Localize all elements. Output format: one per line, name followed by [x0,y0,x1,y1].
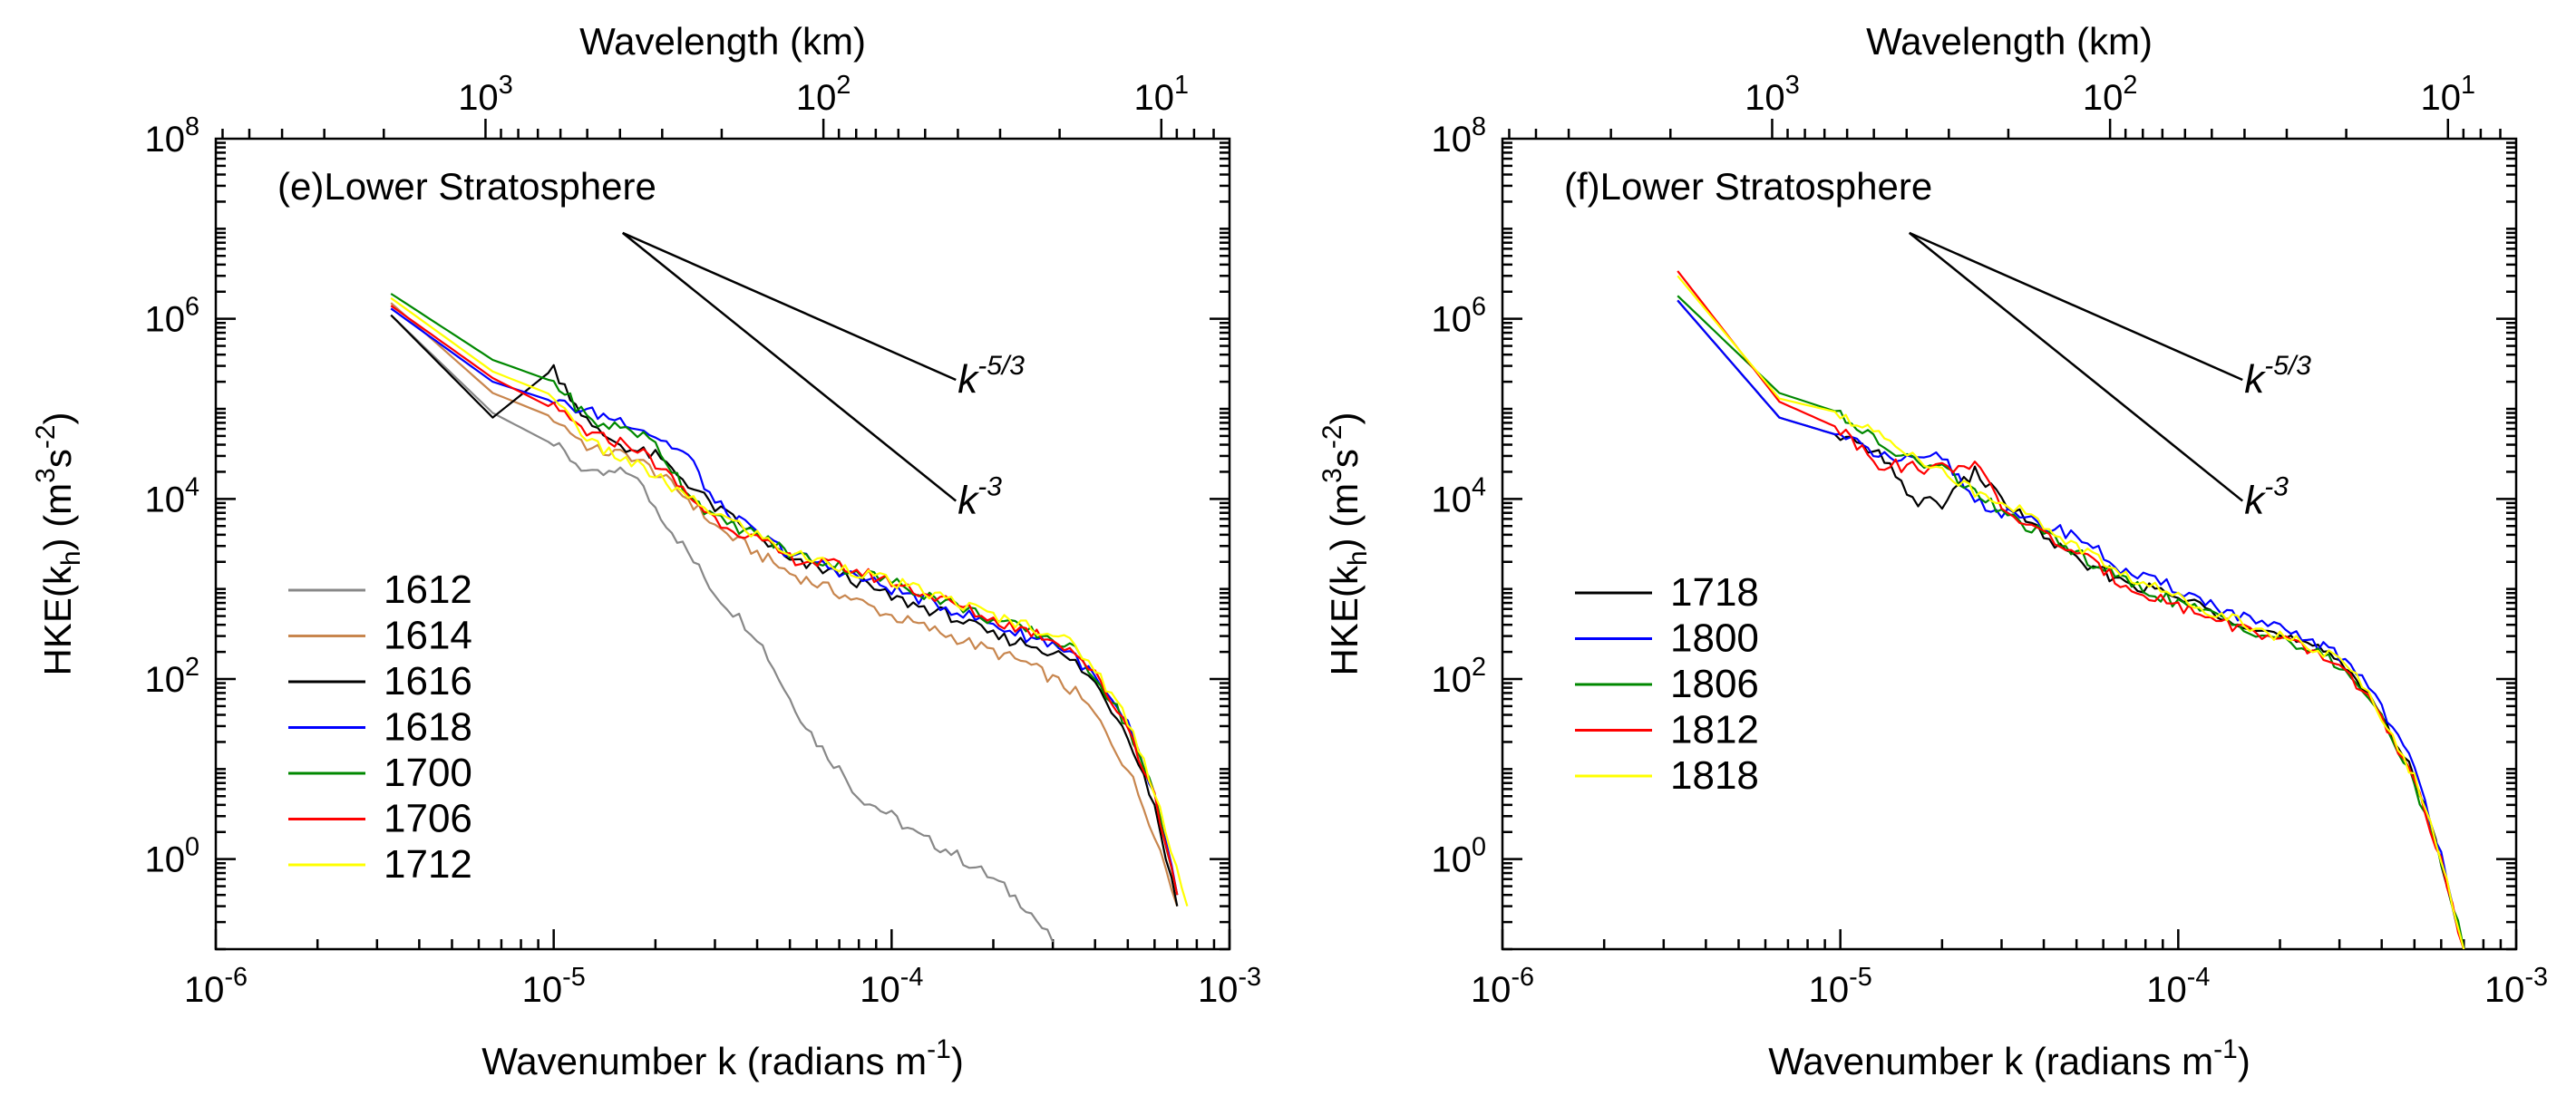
x-tick-label: 10-4 [860,963,923,1010]
x-tick-label: 10-3 [1198,963,1261,1010]
plot-frame [1501,137,2518,951]
top-axis-title: Wavelength (km) [579,20,866,63]
top-tick-label: 103 [458,71,513,118]
legend-label-1706: 1706 [384,797,472,841]
legend-label-1618: 1618 [384,705,472,750]
x-axis-title: Wavenumber k (radians m-1) [481,1034,964,1082]
slope-line-k53 [622,231,957,382]
y-tick-label: 106 [1431,293,1486,340]
y-tick-label: 102 [144,653,199,700]
legend-label-1712: 1712 [384,842,472,887]
y-tick-label: 106 [144,293,199,340]
series-line-1618 [390,307,1179,896]
series-line-1818 [1677,275,2465,949]
series-line-1614 [390,302,1179,907]
slope-label-k3: k-3 [2244,472,2289,523]
panel-label: (f)Lower Stratosphere [1564,165,1932,208]
top-tick-label: 101 [2421,71,2476,118]
top-tick-label: 102 [796,71,851,118]
x-tick-label: 10-5 [1809,963,1872,1010]
x-tick-label: 10-6 [1471,963,1534,1010]
legend-label-1700: 1700 [384,751,472,795]
legend-label-1812: 1812 [1670,708,1759,752]
y-tick-label: 108 [144,112,199,160]
legend-label-1614: 1614 [384,614,472,658]
y-tick-label: 104 [144,472,199,519]
slope-line-k3 [621,231,957,502]
y-tick-label: 100 [1431,833,1486,880]
x-tick-label: 10-4 [2146,963,2210,1010]
y-tick-label: 100 [144,833,199,880]
chart-panel-f: 10-6 10-5 10-4 10-3 100 102 104 106 108 103 102 101… [1317,20,2548,1082]
x-axis-title: Wavenumber k (radians m-1) [1768,1034,2250,1082]
series-line-1712 [390,296,1189,907]
chart-panel-e: 10-6 10-5 10-4 10-3 100 102 104 106 108 103 102 101… [31,20,1261,1082]
legend-label-1718: 1718 [1670,570,1759,615]
panel-label: (e)Lower Stratosphere [277,165,656,208]
y-axis-title: HKE(kh) (m3s-2) [1317,412,1373,675]
y-tick-label: 104 [1431,472,1486,519]
series-line-1612 [390,314,1055,943]
top-tick-label: 102 [2083,71,2138,118]
series-group [1677,270,2465,949]
series-line-1812 [1677,270,2465,949]
series-line-1800 [1677,299,2465,949]
x-tick-label: 10-3 [2484,963,2548,1010]
slope-label-k53: k-5/3 [957,351,1025,402]
top-tick-label: 103 [1745,71,1800,118]
y-axis-title: HKE(kh) (m3s-2) [31,412,86,675]
top-axis-title: Wavelength (km) [1866,20,2153,63]
y-tick-label: 102 [1431,653,1486,700]
top-tick-label: 101 [1134,71,1190,118]
legend-label-1806: 1806 [1670,662,1759,706]
x-tick-label: 10-6 [184,963,248,1010]
series-line-1616 [390,314,1179,907]
legend-label-1612: 1612 [384,568,472,612]
legend-label-1818: 1818 [1670,753,1759,798]
legend-label-1616: 1616 [384,659,472,703]
x-tick-label: 10-5 [522,963,586,1010]
slope-line-k3 [1908,231,2244,502]
y-tick-label: 108 [1431,112,1486,160]
series-group [390,293,1189,943]
series-line-1700 [390,293,1179,896]
slope-line-k53 [1909,231,2243,382]
plot-frame [214,137,1231,951]
slope-label-k3: k-3 [957,472,1002,523]
slope-label-k53: k-5/3 [2244,351,2311,402]
series-line-1706 [390,305,1179,896]
legend-label-1800: 1800 [1670,616,1759,661]
series-line-1806 [1677,295,2465,949]
